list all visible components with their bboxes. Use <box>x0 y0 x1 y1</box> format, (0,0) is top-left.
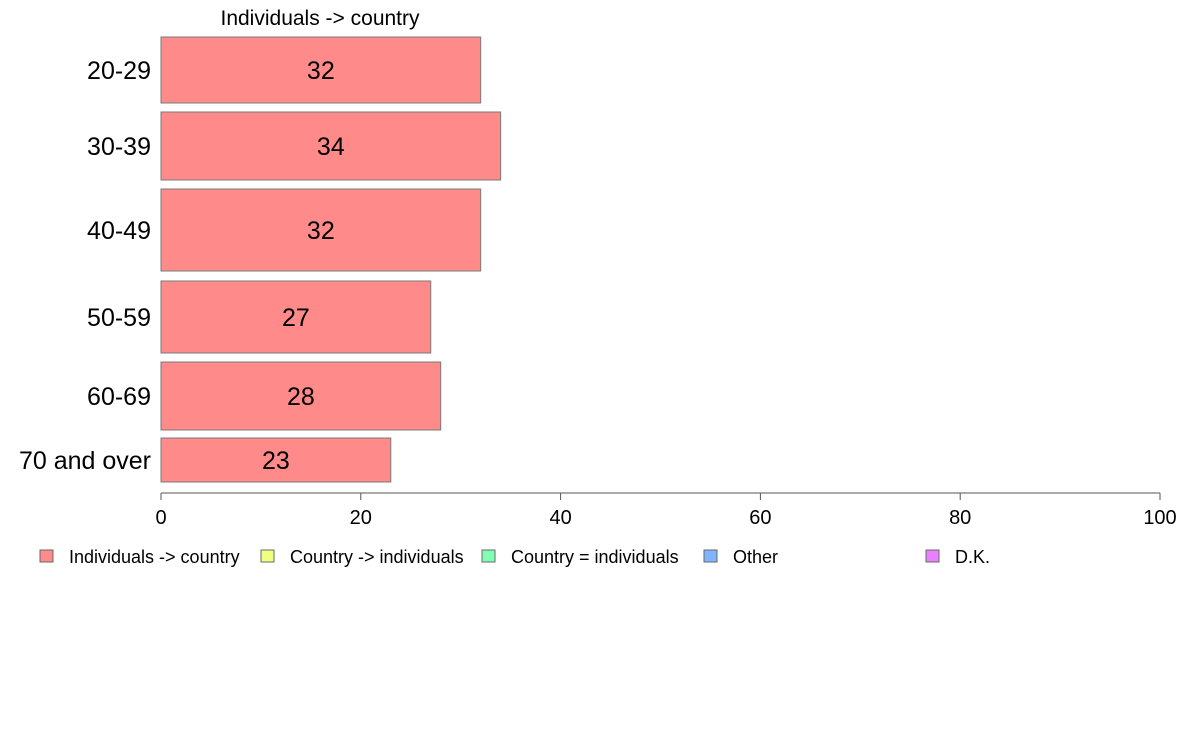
category-label: 70 and over <box>19 447 151 475</box>
category-label: 30-39 <box>87 133 151 161</box>
bar-value-label: 28 <box>287 383 315 411</box>
bar <box>160 361 442 431</box>
legend-swatch <box>260 549 275 563</box>
bar <box>160 188 482 272</box>
x-tick-label: 100 <box>1143 507 1176 529</box>
chart-title: Individuals -> country <box>220 7 420 30</box>
legend-swatch <box>39 549 54 563</box>
bar-value-label: 23 <box>262 447 290 475</box>
category-labels: 20-29 30-39 40-49 50-59 60-69 70 and over <box>19 57 151 475</box>
x-tick-label: 80 <box>949 507 971 529</box>
x-tick-label: 0 <box>155 507 166 529</box>
bar-value-label: 32 <box>307 217 335 245</box>
bar <box>160 280 432 354</box>
bars-group: 32 34 32 27 28 23 <box>160 36 502 483</box>
x-tick-label: 60 <box>749 507 771 529</box>
legend-label: Country -> individuals <box>290 547 464 567</box>
legend-label: Other <box>733 547 778 567</box>
x-tick-label: 40 <box>549 507 571 529</box>
legend-label: Individuals -> country <box>69 547 240 567</box>
legend-label: D.K. <box>955 547 990 567</box>
x-tick-label: 20 <box>350 507 372 529</box>
x-axis: 0 20 40 60 80 100 <box>155 492 1177 529</box>
legend: Individuals -> country Country -> individ… <box>39 547 990 567</box>
category-label: 40-49 <box>87 217 151 245</box>
legend-swatch <box>703 549 718 563</box>
bar <box>160 111 502 181</box>
bar-value-label: 32 <box>307 57 335 85</box>
bar-value-label: 34 <box>317 133 345 161</box>
category-label: 50-59 <box>87 304 151 332</box>
bar <box>160 36 482 104</box>
category-label: 20-29 <box>87 57 151 85</box>
legend-swatch <box>481 549 496 563</box>
bar <box>160 437 392 483</box>
legend-swatch <box>925 549 940 563</box>
category-label: 60-69 <box>87 383 151 411</box>
bar-value-label: 27 <box>282 304 310 332</box>
legend-label: Country = individuals <box>511 547 679 567</box>
